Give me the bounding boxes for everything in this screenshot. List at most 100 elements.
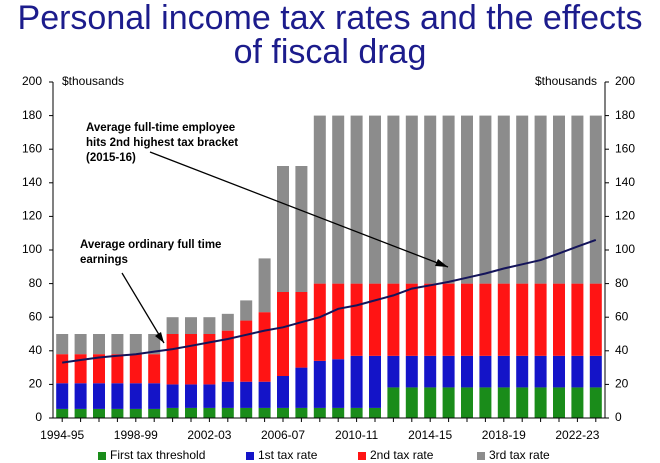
- y2-tick-label: 80: [615, 276, 629, 290]
- bar-segment: [424, 355, 437, 388]
- x-tick-label: 2018-19: [482, 428, 526, 442]
- legend-swatch: [98, 452, 106, 460]
- bar-segment: [74, 408, 87, 418]
- legend-swatch: [477, 452, 485, 460]
- y2-tick-label: 100: [615, 242, 635, 256]
- earnings-line: [62, 238, 597, 364]
- bar-segment: [240, 381, 253, 408]
- bar-segment: [553, 387, 565, 418]
- bar-segment: [74, 383, 87, 409]
- y2-tick-label: 20: [615, 377, 629, 391]
- bar-segment: [295, 292, 308, 368]
- annotation: (2015-16): [86, 152, 136, 164]
- bar-segment: [571, 355, 584, 388]
- y2-tick-label: 40: [615, 343, 629, 357]
- legend-label: 1st tax rate: [258, 448, 318, 462]
- bar-segment: [148, 334, 161, 355]
- y2-tick-label: 200: [615, 74, 635, 88]
- bar-segment: [258, 407, 271, 418]
- bar-segment: [332, 359, 345, 408]
- bar-segment: [221, 330, 234, 382]
- bar-segment: [277, 407, 289, 418]
- y-tick-label: 60: [29, 309, 43, 323]
- bar-segment: [405, 355, 418, 388]
- bar-segment: [589, 387, 602, 418]
- plot-area: [56, 115, 602, 418]
- bar-segment: [479, 355, 492, 388]
- bar-segment: [258, 258, 271, 313]
- bar-segment: [479, 387, 492, 418]
- y-tick-label: 20: [29, 377, 43, 391]
- bar-segment: [185, 317, 197, 334]
- bar-segment: [295, 367, 308, 408]
- bar-segment: [166, 334, 179, 385]
- bar-segment: [479, 115, 492, 284]
- x-tick-label: 1994-95: [40, 428, 84, 442]
- bar-segment: [129, 383, 142, 409]
- bar-segment: [424, 115, 437, 284]
- bar-segment: [313, 115, 326, 284]
- bar-segment: [332, 407, 345, 418]
- bar-segment: [93, 334, 105, 355]
- legend-label: 2nd tax rate: [370, 448, 434, 462]
- bar-segment: [129, 408, 142, 418]
- bar-segment: [442, 115, 455, 284]
- bar-segment: [497, 355, 510, 388]
- y-tick-label: 160: [22, 141, 42, 155]
- bar-segment: [589, 115, 602, 284]
- bar-segment: [277, 166, 289, 292]
- bar-segment: [93, 408, 105, 418]
- bar-segment: [258, 381, 271, 408]
- y-tick-label: 0: [35, 410, 42, 424]
- x-tick-label: 2006-07: [261, 428, 305, 442]
- bar-segment: [240, 407, 253, 418]
- bar-segment: [553, 355, 565, 388]
- bar-segment: [387, 115, 400, 284]
- y-tick-label: 200: [22, 74, 42, 88]
- legend-swatch: [358, 452, 366, 460]
- bar-segment: [369, 115, 381, 284]
- bar-segment: [350, 283, 363, 356]
- annotation-arrowhead: [435, 259, 448, 267]
- bar-segment: [553, 283, 565, 356]
- bar-segment: [350, 407, 363, 418]
- bar-segment: [516, 115, 529, 284]
- bar-segment: [240, 300, 253, 321]
- bar-segment: [442, 283, 455, 356]
- bar-segment: [185, 407, 197, 418]
- bar-segment: [203, 384, 216, 408]
- bar-segment: [571, 115, 584, 284]
- bar-segment: [516, 387, 529, 418]
- bar-segment: [93, 383, 105, 409]
- bar-segment: [148, 383, 161, 409]
- bar-segment: [424, 387, 437, 418]
- x-tick-label: 2022-23: [555, 428, 599, 442]
- bar-segment: [497, 115, 510, 284]
- x-tick-label: 2010-11: [335, 428, 378, 442]
- bar-segment: [221, 381, 234, 408]
- bar-segment: [405, 115, 418, 284]
- bar-segment: [369, 283, 381, 356]
- legend-label: 3rd tax rate: [489, 448, 550, 462]
- bar-segment: [589, 355, 602, 388]
- bar-segment: [313, 283, 326, 361]
- bar-segment: [166, 407, 179, 418]
- annotation-arrow: [121, 272, 165, 344]
- bar-segment: [166, 384, 179, 408]
- y-tick-label: 100: [22, 242, 42, 256]
- annotation-arrowhead: [155, 332, 164, 343]
- bar-segment: [166, 317, 179, 334]
- bar-segment: [313, 360, 326, 408]
- bar-segment: [405, 283, 418, 356]
- bar-segment: [129, 354, 142, 384]
- y2-tick-label: 60: [615, 309, 629, 323]
- y-tick-label: 120: [22, 209, 42, 223]
- y-tick-label: 80: [29, 276, 43, 290]
- annotation: Average ordinary full time: [80, 239, 221, 251]
- bar-segment: [203, 407, 216, 418]
- bar-segment: [148, 354, 161, 384]
- bar-segment: [442, 387, 455, 418]
- bar-segment: [203, 334, 216, 385]
- chart-title: of fiscal drag: [234, 33, 427, 71]
- x-tick-label: 1998-99: [114, 428, 158, 442]
